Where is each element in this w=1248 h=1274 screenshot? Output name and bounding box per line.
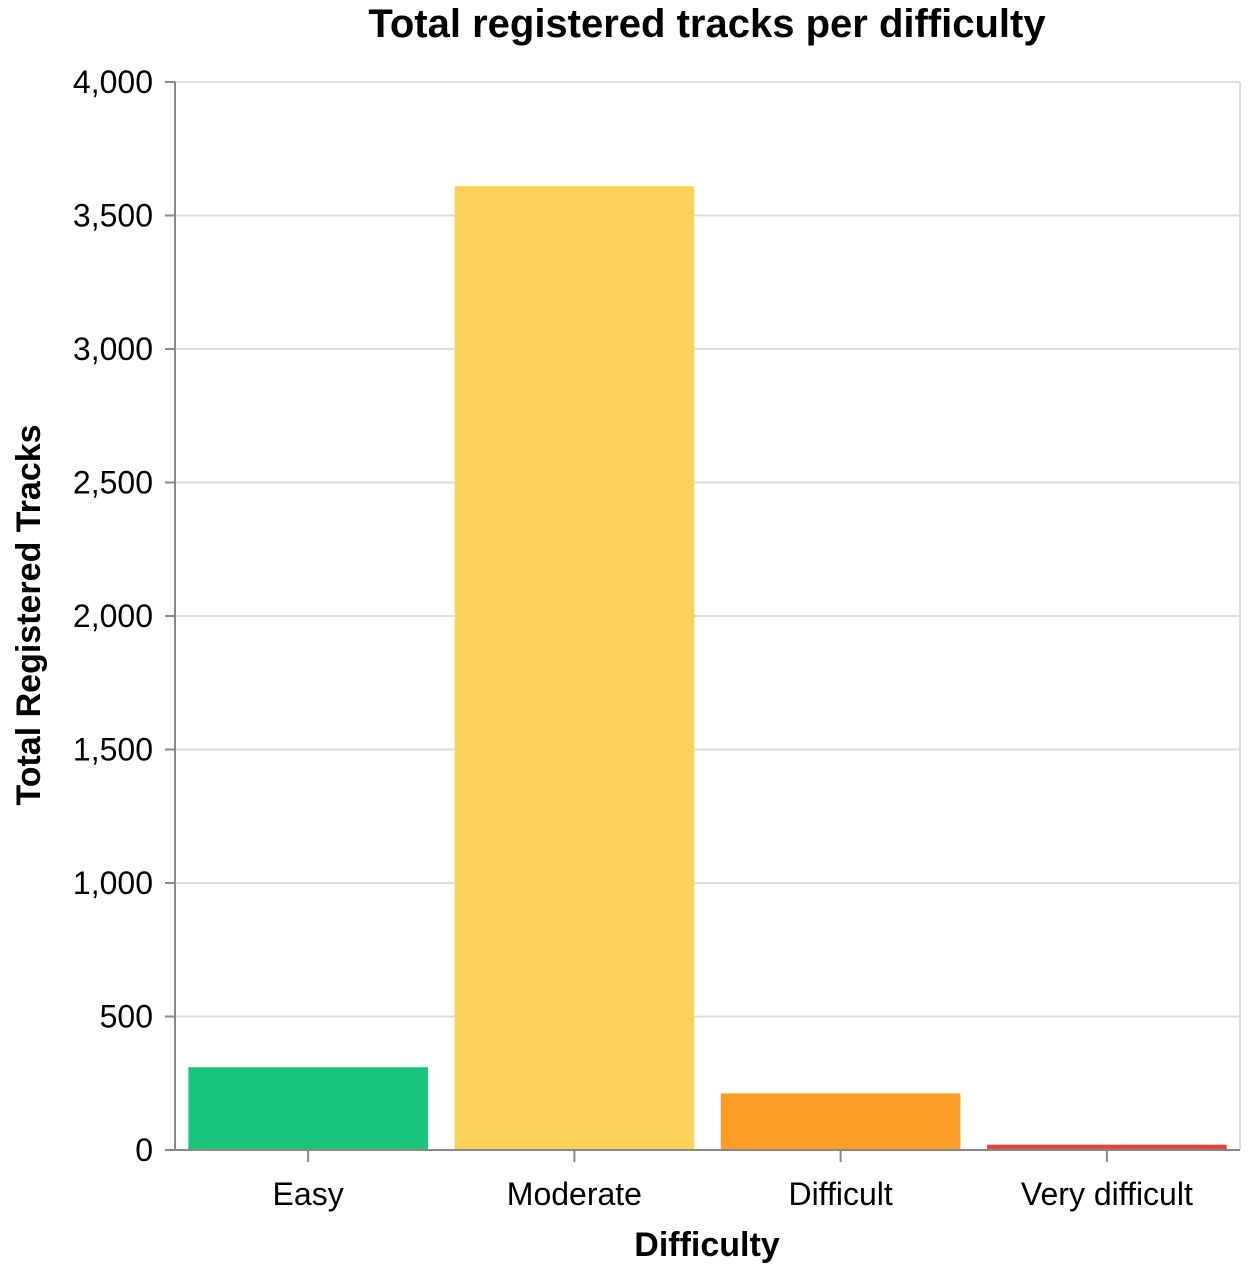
x-tick-label: Moderate [507,1176,642,1212]
y-axis-title: Total Registered Tracks [10,424,48,805]
x-axis-title: Difficulty [634,1226,780,1264]
y-tick-label: 2,500 [73,465,153,501]
y-tick-label: 2,000 [73,598,153,634]
bar-very-difficult [987,1144,1227,1150]
chart-title: Total registered tracks per difficulty [368,2,1046,46]
y-tick-label: 500 [100,999,153,1035]
x-tick-label: Easy [273,1176,344,1212]
x-tick-label: Very difficult [1021,1176,1193,1212]
bars [188,186,1227,1150]
bar-easy [188,1067,428,1150]
y-tick-label: 0 [135,1132,153,1168]
bar-moderate [454,186,695,1150]
x-tick-label: Difficult [788,1176,892,1212]
y-tick-label: 3,000 [73,331,153,367]
y-gridlines [175,81,1241,1150]
y-tick-label: 3,500 [73,198,153,234]
x-axis-ticks: Easy Moderate Difficult Very difficult [273,1150,1193,1212]
y-tick-label: 4,000 [73,64,153,100]
y-tick-label: 1,500 [73,732,153,768]
y-axis-ticks: 0 500 1,000 1,500 2,000 2,500 3,000 3,500 4,000 [73,64,175,1168]
y-tick-label: 1,000 [73,865,153,901]
bar-difficult [720,1093,961,1150]
